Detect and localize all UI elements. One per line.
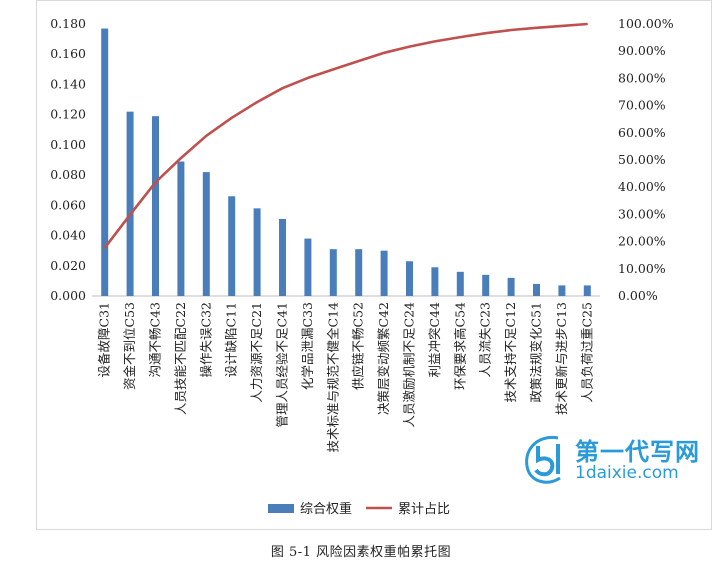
category-label: 管理人员经验不足C41 [275, 302, 290, 427]
right-tick-label: 50.00% [618, 152, 666, 167]
category-label: 化学品泄漏C33 [300, 302, 315, 390]
bar [558, 285, 566, 296]
right-tick-label: 60.00% [618, 125, 666, 140]
line-point [332, 68, 335, 71]
left-tick-label: 0.100 [50, 137, 86, 152]
bar [279, 218, 286, 296]
watermark-title: 第一代写网 [575, 438, 700, 466]
bar-series [101, 28, 591, 297]
bar [152, 116, 159, 296]
line-point [510, 29, 512, 31]
right-tick-label: 80.00% [618, 70, 666, 85]
line-point [586, 23, 589, 25]
line-point [561, 25, 563, 27]
category-label: 政策法规变化C51 [529, 302, 544, 402]
line-point [434, 40, 436, 43]
line-point [307, 77, 309, 79]
left-tick-label: 0.180 [50, 16, 86, 31]
left-tick-label: 0.020 [50, 258, 86, 273]
line-point [281, 87, 284, 89]
category-labels: 设备故障C31 资金不到位C53 沟通不畅C43 人员技能不匹配C22 操作失误C32 设… [97, 302, 595, 453]
left-tick-label: 0.040 [50, 228, 86, 243]
right-tick-label: 30.00% [618, 206, 666, 221]
line-point [383, 52, 385, 54]
legend-label-bar: 综合权重 [300, 501, 352, 517]
legend: 综合权重 累计占比 [268, 501, 450, 517]
bar [304, 238, 312, 296]
category-label: 设备故障C31 [97, 302, 112, 377]
bar [253, 208, 261, 296]
category-label: 决策层变动频繁C42 [376, 302, 391, 415]
bar [456, 271, 464, 296]
bar [355, 249, 363, 296]
left-tick-label: 0.080 [50, 167, 86, 182]
bar [406, 261, 413, 296]
category-label: 资金不到位C53 [122, 302, 137, 390]
line-point [484, 32, 487, 35]
category-label: 沟通不畅C43 [148, 302, 163, 378]
bar [101, 28, 109, 297]
right-tick-label: 70.00% [618, 98, 666, 113]
right-tick-label: 90.00% [618, 43, 666, 58]
line-point [357, 60, 360, 62]
category-label: 技术标准与规范不健全C14 [325, 302, 340, 453]
line-point [129, 213, 131, 216]
bar [380, 250, 388, 296]
bar [507, 277, 515, 296]
category-label: 供应链不畅C52 [351, 302, 366, 390]
chart-frame [36, 0, 712, 530]
watermark-logo-icon [525, 435, 561, 484]
line-point [256, 101, 258, 103]
left-tick-label: 0.060 [50, 197, 86, 212]
left-axis-ticks: 0.000 0.020 0.040 0.060 0.080 0.100 0.120 0.140… [50, 16, 86, 303]
category-label: 利益冲突C44 [427, 302, 442, 378]
legend-swatch-bar [268, 504, 294, 513]
right-tick-label: 0.00% [618, 288, 658, 303]
left-tick-label: 0.120 [50, 107, 86, 122]
category-label: 技术更新与进步C13 [554, 302, 569, 415]
right-axis-ticks: 0.00% 10.00% 20.00% 30.00% 40.00% 50.00% 60.00… [618, 16, 674, 303]
category-label: 环保要求高C54 [452, 302, 467, 390]
line-point [459, 36, 462, 38]
figure-caption: 图 5-1 风险因素权重帕累托图 [270, 545, 452, 560]
bar [177, 161, 185, 296]
category-label: 人力资源不足C21 [249, 302, 264, 402]
left-tick-label: 0.000 [50, 288, 86, 303]
pareto-chart: 0.000 0.020 0.040 0.060 0.080 0.100 0.120 0.140… [50, 16, 674, 517]
category-label: 人员激励机制不足C24 [402, 302, 417, 428]
bar [431, 267, 439, 296]
line-point [408, 45, 411, 48]
right-tick-label: 20.00% [618, 234, 666, 249]
bar [126, 111, 134, 297]
category-label: 操作失误C32 [198, 302, 213, 377]
right-tick-label: 100.00% [618, 16, 674, 31]
bar [202, 172, 210, 296]
legend-label-line: 累计占比 [398, 502, 450, 517]
watermark-url: 1daixie.com [575, 463, 679, 483]
cumulative-line-series [103, 22, 589, 249]
category-label: 人员流失C23 [478, 302, 493, 378]
line-point [535, 27, 538, 29]
category-label: 人员负荷过重C25 [579, 302, 594, 402]
line-point [154, 181, 157, 184]
bar [228, 196, 236, 296]
line-point [230, 117, 233, 119]
bar [329, 249, 337, 296]
category-label: 设计缺陷C11 [224, 302, 239, 377]
bar [533, 283, 540, 296]
right-tick-label: 40.00% [618, 179, 666, 194]
line-point [180, 157, 182, 159]
category-label: 人员技能不匹配C22 [173, 302, 188, 415]
category-label: 技术支持不足C12 [503, 302, 518, 402]
line-point [205, 134, 208, 137]
line-point [103, 247, 106, 249]
left-tick-label: 0.160 [50, 46, 86, 61]
right-tick-label: 10.00% [618, 261, 666, 276]
watermark: 第一代写网 1daixie.com [518, 430, 718, 490]
bar [482, 274, 490, 296]
left-tick-label: 0.140 [50, 76, 86, 91]
cumulative-line [103, 22, 588, 249]
bar [583, 285, 591, 296]
